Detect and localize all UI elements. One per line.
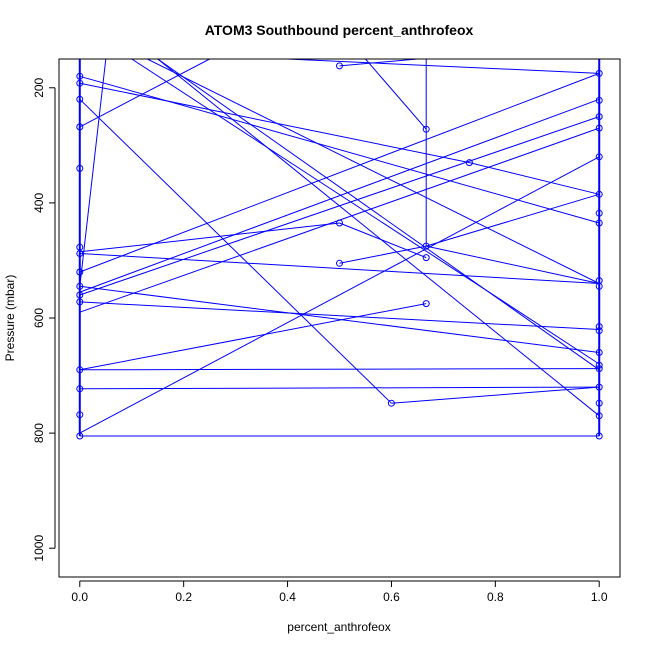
series-line [131, 59, 600, 365]
series-line [79, 386, 600, 390]
series-line [79, 59, 210, 128]
data-point [76, 164, 84, 172]
series-line [391, 386, 600, 404]
data-point [595, 282, 603, 290]
series-line [147, 59, 600, 284]
data-point [76, 298, 84, 306]
x-tick-label: 1.0 [591, 590, 608, 604]
series-line [79, 301, 600, 330]
series-line [79, 368, 600, 371]
data-point [336, 62, 343, 70]
plot-data [76, 59, 603, 440]
data-point [336, 259, 343, 267]
y-axis-label: Pressure (mbar) [3, 275, 17, 362]
series-line [79, 285, 600, 353]
data-point [595, 412, 603, 420]
series-line [339, 59, 418, 67]
series-lines [78, 59, 601, 437]
series-line [79, 116, 600, 296]
data-point [595, 190, 603, 198]
data-point [422, 125, 430, 133]
plot-frame [58, 58, 621, 578]
x-tick-label: 0.0 [71, 590, 88, 604]
data-point [595, 69, 603, 77]
data-point [595, 399, 603, 407]
series-line [157, 59, 600, 417]
data-point [387, 399, 395, 407]
data-point [76, 291, 84, 299]
data-point [422, 254, 430, 262]
data-point [76, 366, 84, 374]
y-tick-label: 800 [32, 423, 46, 443]
y-tick-label: 400 [32, 193, 46, 213]
data-point [76, 282, 84, 290]
series-line [79, 98, 600, 293]
series-line [79, 82, 470, 164]
series-line [365, 59, 427, 130]
data-point [595, 96, 603, 104]
data-point [76, 72, 84, 80]
data-point [76, 95, 84, 103]
data-point [595, 327, 603, 335]
data-points [76, 62, 603, 440]
data-point [76, 411, 84, 419]
data-point [76, 268, 84, 276]
data-point [422, 300, 430, 308]
data-point [595, 349, 603, 356]
data-point [595, 361, 603, 369]
data-point [595, 219, 603, 227]
series-line [79, 253, 600, 284]
data-point [76, 79, 84, 87]
x-tick-label: 0.8 [487, 590, 504, 604]
series-line [287, 59, 600, 74]
data-point [76, 250, 84, 257]
data-point [76, 432, 84, 440]
data-point [595, 432, 603, 440]
data-point [422, 242, 430, 250]
data-point [465, 159, 473, 167]
data-point [595, 113, 603, 121]
series-line [79, 75, 600, 224]
data-point [595, 365, 603, 373]
data-point [595, 323, 603, 331]
series-line [79, 98, 392, 404]
series-line [469, 162, 600, 195]
x-tick-label: 0.6 [383, 590, 400, 604]
y-tick-label: 1000 [32, 535, 46, 562]
x-axis: 0.0 0.2 0.4 0.6 0.8 1.0 [71, 580, 608, 604]
series-line [79, 59, 107, 287]
data-point [76, 385, 84, 393]
series-line [339, 193, 600, 264]
series-line [157, 59, 600, 371]
series-line [426, 245, 600, 284]
x-tick-label: 0.4 [279, 590, 296, 604]
y-axis: 200 400 600 800 1000 [32, 77, 56, 562]
series-line [79, 72, 600, 273]
data-point [595, 383, 603, 391]
x-tick-label: 0.2 [175, 590, 192, 604]
series-line [79, 222, 340, 253]
y-tick-label: 200 [32, 77, 46, 97]
data-point [336, 219, 343, 227]
data-point [595, 124, 603, 132]
data-point [76, 123, 84, 131]
x-axis-label: percent_anthrofeox [287, 620, 390, 634]
data-point [595, 209, 603, 217]
series-line [339, 222, 427, 259]
chart-title: ATOM3 Southbound percent_anthrofeox [205, 22, 474, 38]
data-point [595, 153, 603, 161]
series-line [79, 156, 600, 434]
y-tick-label: 600 [32, 308, 46, 328]
series-line [79, 303, 427, 371]
